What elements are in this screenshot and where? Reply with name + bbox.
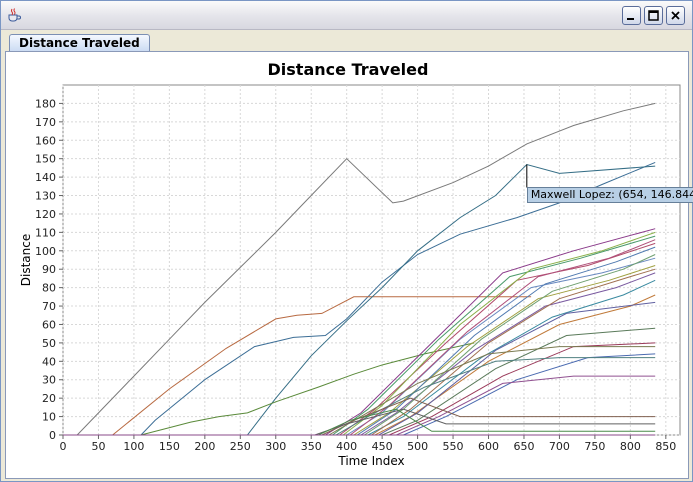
y-tick-label: 120 (35, 208, 56, 221)
x-tick-label: 0 (60, 440, 67, 453)
x-tick-label: 750 (584, 440, 605, 453)
maximize-button[interactable] (644, 6, 663, 25)
minimize-icon (627, 18, 634, 20)
y-tick-label: 130 (35, 190, 56, 203)
y-tick-label: 110 (35, 226, 56, 239)
y-tick-label: 160 (35, 134, 56, 147)
tab-distance-traveled[interactable]: Distance Traveled (9, 34, 150, 52)
x-tick-label: 300 (265, 440, 286, 453)
series-line-0 (63, 102, 656, 436)
chart-panel: Distance Traveled 0 50 100 150 200 250 300 350 4… (5, 51, 693, 479)
plot-area (62, 84, 681, 436)
x-tick-label: 700 (549, 440, 570, 453)
x-tick-label: 50 (91, 440, 105, 453)
y-tick-label: 20 (42, 392, 56, 405)
x-tick-label: 550 (443, 440, 464, 453)
y-tick-label: 150 (35, 153, 56, 166)
x-tick-label: 150 (159, 440, 180, 453)
y-tick-label: 100 (35, 245, 56, 258)
y-tick-label: 60 (42, 318, 56, 331)
line-chart[interactable]: 0 50 100 150 200 250 300 350 400 450 500 550 600 650 7… (6, 52, 688, 478)
close-button[interactable] (666, 6, 685, 25)
minimize-button[interactable] (622, 6, 641, 25)
y-tick-label: 40 (42, 355, 56, 368)
x-tick-label: 600 (478, 440, 499, 453)
y-tick-label: 50 (42, 337, 56, 350)
x-tick-label: 450 (372, 440, 393, 453)
x-tick-label: 500 (407, 440, 428, 453)
y-tick-label: 80 (42, 282, 56, 295)
y-tick-label: 140 (35, 171, 56, 184)
series-line-1 (63, 161, 656, 436)
series-line-4 (63, 342, 475, 436)
data-point-tooltip: Maxwell Lopez: (654, 146.844) (526, 187, 693, 204)
x-tick-label: 350 (301, 440, 322, 453)
y-tick-label: 90 (42, 263, 56, 276)
y-tick-label: 180 (35, 97, 56, 110)
y-tick-label: 170 (35, 116, 56, 129)
x-axis-label: Time Index (337, 454, 404, 468)
series-line-3 (63, 163, 656, 436)
y-axis-label: Distance (19, 234, 33, 286)
maximize-icon (648, 10, 659, 21)
close-icon (671, 11, 680, 20)
series-line-2 (63, 296, 532, 436)
x-tick-label: 200 (194, 440, 215, 453)
x-tick-label: 650 (513, 440, 534, 453)
chart-title: Distance Traveled (267, 60, 429, 79)
java-cup-icon (8, 8, 21, 22)
x-tick-label: 250 (230, 440, 251, 453)
y-tick-label: 70 (42, 300, 56, 313)
x-tick-label: 400 (336, 440, 357, 453)
y-tick-label: 30 (42, 374, 56, 387)
title-bar[interactable] (1, 1, 692, 30)
x-tick-label: 100 (123, 440, 144, 453)
x-tick-label: 800 (620, 440, 641, 453)
tab-strip: Distance Traveled (5, 32, 690, 52)
y-tick-label: 10 (42, 411, 56, 424)
x-tick-label: 850 (655, 440, 676, 453)
y-tick-label: 0 (49, 429, 56, 442)
